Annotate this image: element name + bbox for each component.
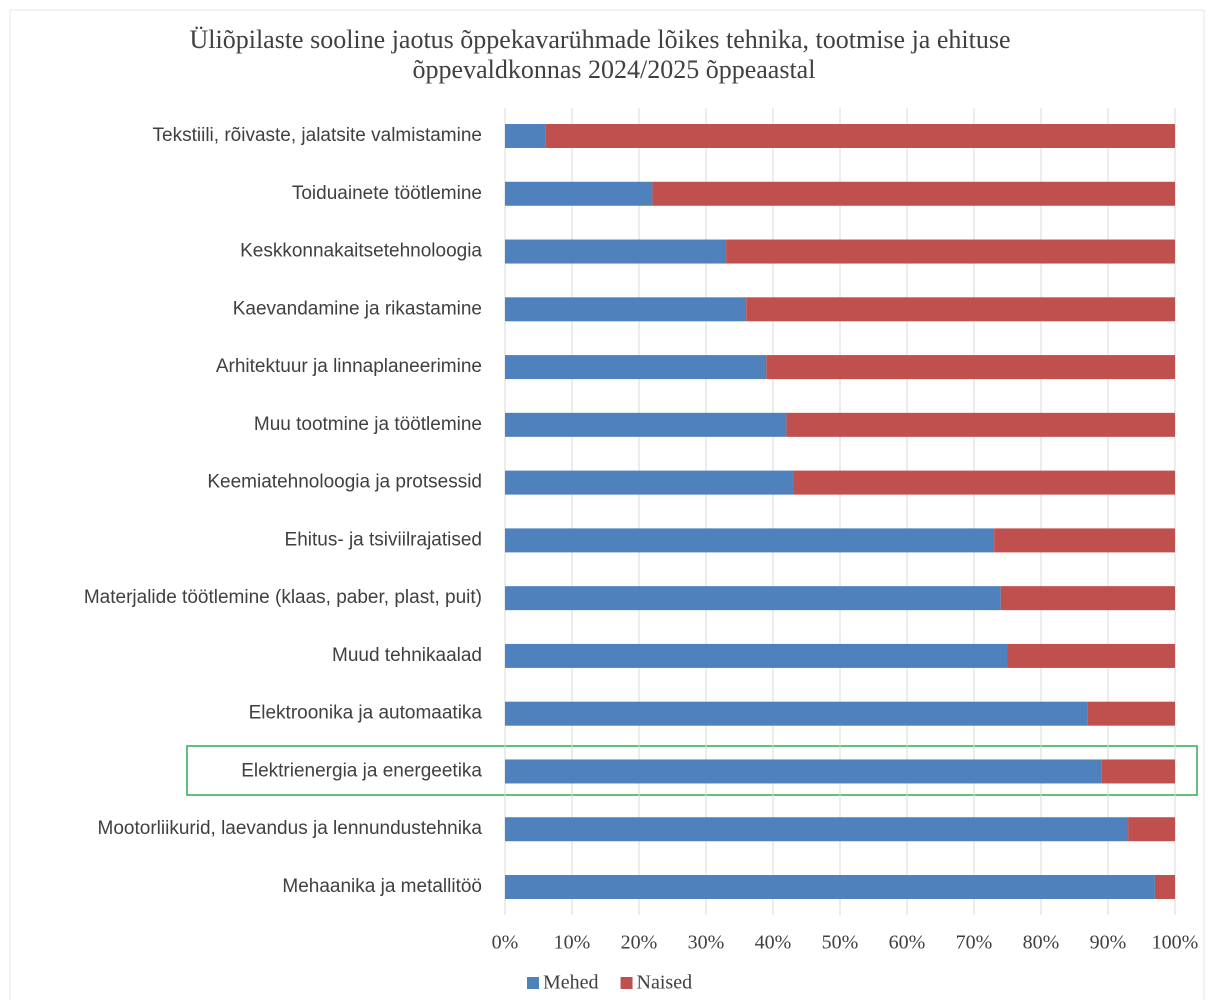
bar-segment xyxy=(726,239,1175,264)
y-tick-label: Tekstiili, rõivaste, jalatsite valmistam… xyxy=(153,125,482,146)
bar-segment xyxy=(1000,586,1175,611)
y-tick-label: Arhitektuur ja linnaplaneerimine xyxy=(216,356,482,377)
bar-segment xyxy=(505,586,1001,611)
y-tick-label: Toiduainete töötlemine xyxy=(292,183,482,204)
bar-segment xyxy=(505,297,747,322)
chart-border xyxy=(9,9,1205,1000)
bar-segment xyxy=(1007,643,1175,668)
x-tick-label: 30% xyxy=(688,932,725,954)
bar-segment xyxy=(505,412,787,437)
x-tick-label: 100% xyxy=(1152,932,1199,954)
bar-segment xyxy=(505,355,767,380)
bar-segment xyxy=(746,297,1175,322)
bar-segment xyxy=(1128,817,1175,842)
x-tick-label: 0% xyxy=(492,932,519,954)
y-tick-label: Muud tehnikaalad xyxy=(332,645,482,666)
y-tick-label: Mootorliikurid, laevandus ja lennunduste… xyxy=(98,818,483,839)
bar-segment xyxy=(1087,701,1175,726)
x-tick-label: 10% xyxy=(554,932,591,954)
bar-segment xyxy=(1154,875,1175,899)
bar-segment xyxy=(505,239,727,264)
chart-title: Üliõpilaste sooline jaotus õppekavarühma… xyxy=(190,25,1011,54)
legend-swatch xyxy=(620,977,633,989)
x-tick-label: 40% xyxy=(755,932,792,954)
bar-segment xyxy=(505,528,995,553)
x-tick-label: 90% xyxy=(1090,932,1127,954)
legend-label: Mehed xyxy=(543,972,599,994)
bar-segment xyxy=(766,355,1175,380)
x-tick-label: 80% xyxy=(1023,932,1060,954)
bar-segment xyxy=(786,412,1175,437)
chart-subtitle: õppevaldkonnas 2024/2025 õppeaastal xyxy=(413,55,816,84)
x-tick-label: 50% xyxy=(822,932,859,954)
x-tick-label: 70% xyxy=(956,932,993,954)
bar-segment xyxy=(545,124,1175,148)
y-tick-label: Mehaanika ja metallitöö xyxy=(282,876,482,897)
legend-swatch xyxy=(527,977,539,989)
y-tick-label: Elektrienergia ja energeetika xyxy=(241,760,482,781)
bar-segment xyxy=(505,470,794,495)
highlight-box xyxy=(186,745,1198,796)
bar-segment xyxy=(1101,759,1175,784)
bar-segment xyxy=(505,643,1008,668)
y-tick-label: Materjalide töötlemine (klaas, paber, pl… xyxy=(84,587,482,608)
bar-segment xyxy=(652,181,1175,206)
y-tick-label: Keskkonnakaitsetehnoloogia xyxy=(240,241,482,262)
bar-segment xyxy=(505,759,1102,784)
x-tick-label: 20% xyxy=(621,932,658,954)
bar-segment xyxy=(793,470,1175,495)
x-tick-label: 60% xyxy=(889,932,926,954)
legend-label: Naised xyxy=(637,972,693,994)
bar-segment xyxy=(505,817,1129,842)
bar-segment xyxy=(994,528,1175,553)
y-tick-label: Muu tootmine ja töötlemine xyxy=(254,414,482,435)
bar-segment xyxy=(505,875,1155,899)
bar-segment xyxy=(505,701,1088,726)
bar-segment xyxy=(505,124,546,148)
y-tick-label: Keemiatehnoloogia ja protsessid xyxy=(207,472,482,493)
y-tick-label: Kaevandamine ja rikastamine xyxy=(233,298,482,319)
bar-segment xyxy=(505,181,653,206)
y-tick-label: Elektroonika ja automaatika xyxy=(249,703,483,724)
y-tick-label: Ehitus- ja tsiviilrajatised xyxy=(285,529,482,550)
